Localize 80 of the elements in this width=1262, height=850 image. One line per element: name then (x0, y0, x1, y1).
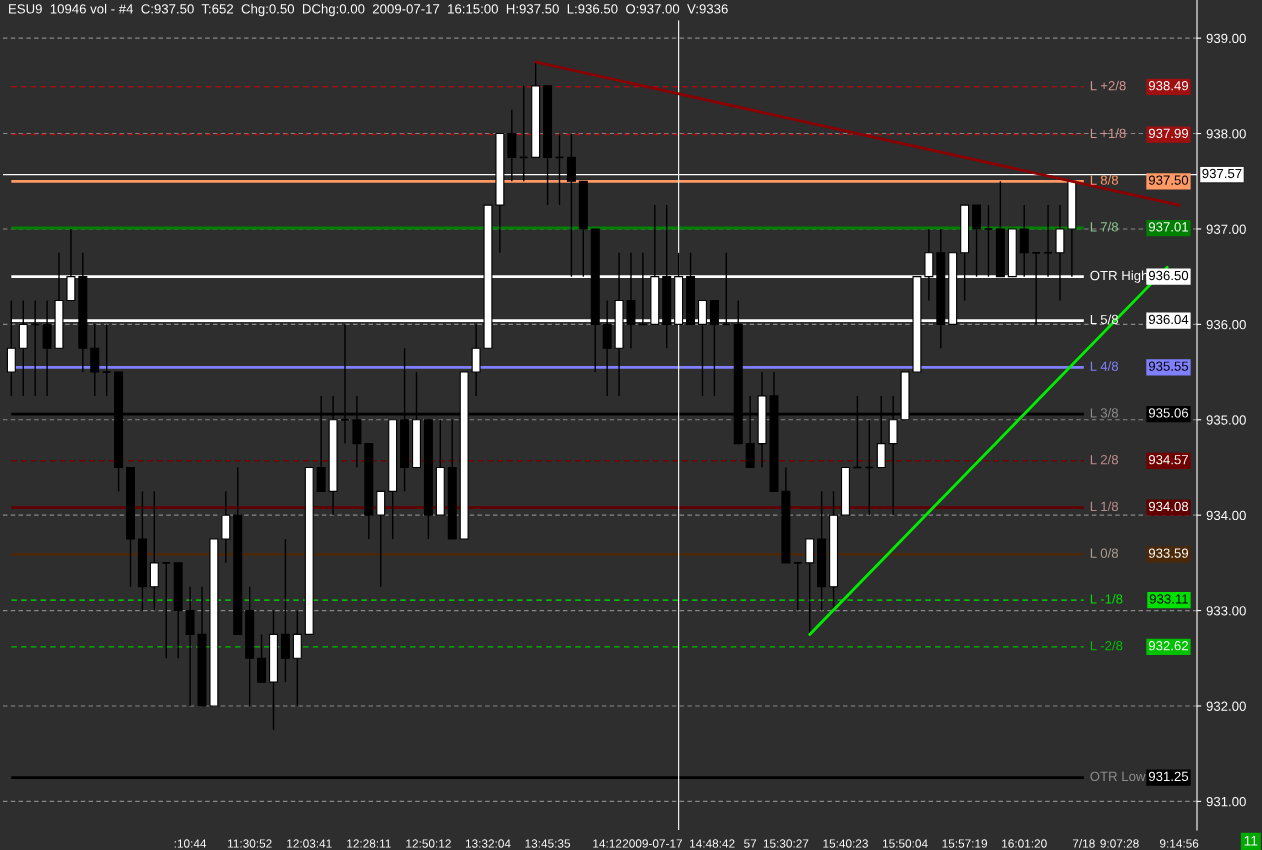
candlestick (709, 299, 719, 397)
text: 11 (1244, 836, 1258, 846)
x-tick-label: 14:12 (593, 839, 622, 848)
candlestick (1031, 251, 1041, 326)
annotation: 933.11 (1149, 594, 1188, 604)
chart-title: ESU9 10946 vol - #4 C:937.50 T:652 Chg:0.50 DChg:0.00 2009-07-17 16:15:00 H:937.50 L:936.50 O:937.00 V:9336 (9, 3, 728, 17)
x-tick-label: 11:30:52 (228, 839, 272, 848)
candlestick (1019, 204, 1029, 278)
x-tick-label: 13:45:35 (525, 839, 571, 848)
annotation: 933.59 (1148, 548, 1189, 558)
y-tick-label: 935.00 (1206, 415, 1246, 425)
annotation: 937.50 (1148, 175, 1189, 185)
y-tick-label: 937.00 (1206, 224, 1246, 234)
x-tick-label: 12:03:41 (287, 839, 332, 848)
x-tick-label: 13:32:04 (465, 839, 511, 848)
text: 937.57 (1202, 168, 1242, 179)
x-tick-label: 15:50:04 (882, 839, 928, 848)
ref-line-label: L 2/8 (1090, 454, 1119, 465)
y-tick-label: 934.00 (1206, 510, 1246, 521)
x-tick-label: 15:30:27 (763, 839, 809, 848)
x-tick-label: 15:40:23 (823, 839, 868, 848)
ref-line-label: L 0/8 (1090, 548, 1119, 558)
annotation: 932.62 (1148, 641, 1188, 651)
annotation: 938.49 (1148, 81, 1189, 91)
x-tick-label: 16:01:20 (1002, 839, 1047, 848)
x-tick-label: 9:07:28 (1100, 839, 1139, 848)
annotation: 935.55 (1148, 361, 1189, 371)
x-tick-label: 2009-07-17 14:48:42 (622, 839, 735, 848)
y-tick-label: 932.00 (1206, 701, 1246, 711)
annotation: 934.08 (1148, 501, 1189, 512)
ref-line-label: OTR Low (1090, 771, 1146, 782)
candlestick (292, 609, 302, 707)
candlestick (983, 204, 994, 278)
annotation: 937.01 (1148, 222, 1188, 232)
ref-line-label: L 7/8 (1090, 221, 1119, 232)
candlestick (185, 586, 195, 707)
candlestick (566, 132, 576, 278)
ref-line-label: L -1/8 (1090, 593, 1123, 604)
x-tick-label: :10:44 (174, 839, 207, 848)
candlestick (42, 299, 52, 397)
ref-line-label: L -2/8 (1090, 640, 1123, 651)
x-tick-label: 57 (744, 839, 757, 848)
annotation: 936.04 (1148, 314, 1189, 325)
annotation: 934.57 (1148, 454, 1188, 465)
ref-line-label: L 4/8 (1090, 361, 1119, 371)
candlestick (101, 323, 112, 397)
y-tick-label: 933.00 (1206, 606, 1246, 616)
x-tick-label: 12:28:11 (347, 839, 391, 848)
y-tick-label: 931.00 (1206, 796, 1246, 807)
y-tick-label: 939.00 (1206, 33, 1246, 44)
annotation: 936.50 (1148, 270, 1189, 281)
ref-line-label: L 1/8 (1090, 501, 1119, 512)
candlestick (280, 538, 290, 683)
candlestick (626, 252, 636, 349)
y-tick-label: 938.00 (1206, 129, 1246, 139)
candlestick (376, 490, 386, 588)
candlestick (972, 204, 982, 278)
y-tick-label: 936.00 (1206, 319, 1246, 330)
candlestick (471, 323, 481, 397)
candlestick (257, 633, 267, 683)
annotation: 931.25 (1148, 771, 1189, 782)
candlestick (221, 490, 231, 564)
ref-line-label: L 3/8 (1090, 407, 1119, 418)
candlestick (149, 490, 159, 612)
candlestick (507, 109, 517, 182)
candlestick (602, 299, 612, 397)
annotation: 937.99 (1148, 128, 1189, 139)
ref-line-label: L +2/8 (1090, 80, 1126, 91)
ref-line-label: L +1/8 (1090, 128, 1126, 139)
x-tick-label: 15:57:19 (942, 839, 988, 848)
annotation: 935.06 (1148, 408, 1189, 418)
candlestick (805, 538, 815, 636)
x-tick-label: 7/18 (1072, 839, 1095, 848)
candlestick (90, 323, 100, 397)
x-tick-label: 9:14:56 (1159, 839, 1199, 848)
candlestick (793, 562, 803, 612)
candlestick (1043, 204, 1053, 278)
ref-line-label: L 8/8 (1090, 175, 1119, 185)
x-tick-label: 12:50:12 (406, 839, 451, 848)
candlestick (161, 562, 172, 659)
